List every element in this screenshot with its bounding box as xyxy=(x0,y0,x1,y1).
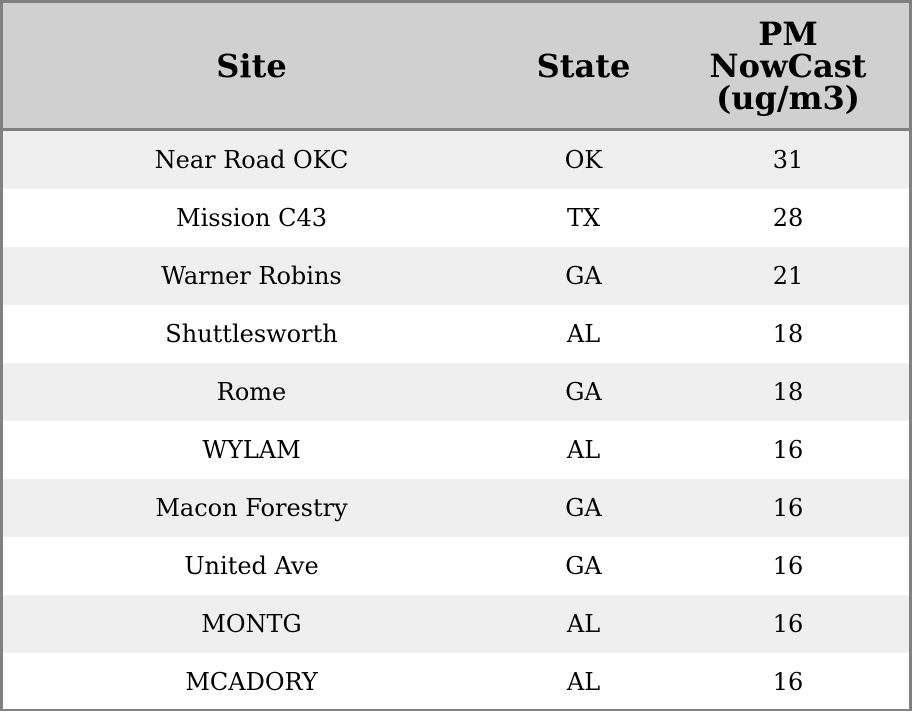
table-row: Near Road OKC OK 31 xyxy=(3,129,909,189)
pm-table: Site State PM NowCast (ug/m3) Near Road … xyxy=(3,3,909,711)
header-pm-line: NowCast xyxy=(709,46,867,85)
table-row: Rome GA 18 xyxy=(3,363,909,421)
table-row: MCADORY AL 16 xyxy=(3,653,909,711)
table-row: Macon Forestry GA 16 xyxy=(3,479,909,537)
table-row: United Ave GA 16 xyxy=(3,537,909,595)
cell-pm: 16 xyxy=(667,595,909,653)
cell-state: GA xyxy=(565,552,602,580)
cell-site: MCADORY xyxy=(185,668,318,696)
header-pm: PM NowCast (ug/m3) xyxy=(667,3,909,131)
cell-state: AL xyxy=(566,320,601,348)
cell-site: Near Road OKC xyxy=(3,129,500,189)
cell-state: AL xyxy=(500,595,667,653)
table-row: WYLAM AL 16 xyxy=(3,421,909,479)
cell-state: GA xyxy=(500,479,667,537)
cell-site: Rome xyxy=(3,363,500,421)
cell-pm: 21 xyxy=(667,247,909,305)
cell-pm: 18 xyxy=(772,320,804,348)
header-site: Site xyxy=(3,3,500,131)
cell-site: WYLAM xyxy=(202,436,301,464)
cell-site: United Ave xyxy=(184,552,319,580)
cell-state: AL xyxy=(566,436,601,464)
header-row: Site State PM NowCast (ug/m3) xyxy=(3,3,909,131)
cell-pm: 16 xyxy=(667,479,909,537)
cell-site: MONTG xyxy=(3,595,500,653)
cell-state: GA xyxy=(500,247,667,305)
cell-pm: 16 xyxy=(772,668,804,696)
header-pm-line: (ug/m3) xyxy=(716,78,860,117)
cell-site: Warner Robins xyxy=(3,247,500,305)
table-row: Warner Robins GA 21 xyxy=(3,247,909,305)
header-pm-line: PM xyxy=(758,14,818,53)
cell-site: Macon Forestry xyxy=(3,479,500,537)
header-state: State xyxy=(500,3,667,131)
cell-state: AL xyxy=(566,668,601,696)
cell-state: TX xyxy=(566,204,601,232)
cell-pm: 28 xyxy=(772,204,804,232)
table-row: Mission C43 TX 28 xyxy=(3,189,909,247)
cell-pm: 16 xyxy=(772,436,804,464)
cell-site: Mission C43 xyxy=(176,204,327,232)
cell-pm: 18 xyxy=(667,363,909,421)
cell-state: OK xyxy=(500,129,667,189)
cell-pm: 31 xyxy=(667,129,909,189)
table-row: Shuttlesworth AL 18 xyxy=(3,305,909,363)
table-row: MONTG AL 16 xyxy=(3,595,909,653)
cell-site: Shuttlesworth xyxy=(165,320,338,348)
cell-pm: 16 xyxy=(772,552,804,580)
cell-state: GA xyxy=(500,363,667,421)
